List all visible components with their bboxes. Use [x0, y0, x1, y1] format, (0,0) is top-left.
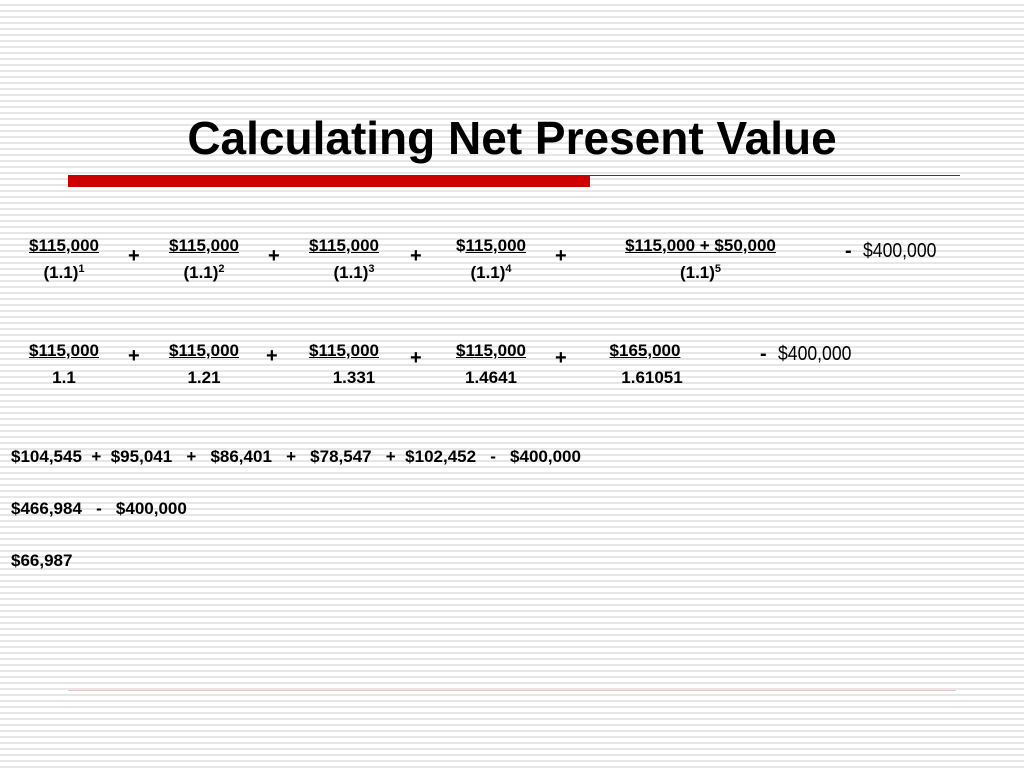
npv-result: $66,987 — [11, 551, 73, 570]
denominator: (1.1)1 — [43, 263, 85, 282]
denominator: 1.61051 — [621, 368, 683, 387]
title-underline-thin — [590, 175, 960, 176]
denominator: 1.4641 — [465, 368, 517, 387]
numerator: $115,000 — [169, 236, 239, 255]
row2-investment: - $400,000 — [760, 343, 852, 365]
row1-term-5: $115,000 + $50,000 (1.1)5 — [586, 235, 815, 284]
row1-term-4: $115,000 (1.1)4 — [438, 235, 544, 284]
row2-term-4: $115,000 1.4641 — [438, 340, 544, 389]
row2-term-5: $165,000 1.61051 — [590, 340, 700, 389]
slide-title: Calculating Net Present Value — [187, 112, 837, 164]
row2-term-3: $115,000 1.331 — [291, 340, 397, 389]
numerator: $115,000 — [169, 341, 239, 360]
denominator: 1.331 — [332, 368, 376, 387]
plus-operator: + — [555, 347, 567, 369]
row2-term-1: $115,000 1.1 — [11, 340, 117, 389]
row1-investment: - $400,000 — [845, 240, 937, 262]
plus-operator: + — [410, 245, 422, 267]
row1-term-1: $115,000 (1.1)1 — [11, 235, 117, 284]
plus-operator: + — [266, 345, 278, 367]
row1-term-2: $115,000 (1.1)2 — [151, 235, 257, 284]
plus-operator: + — [268, 245, 280, 267]
denominator: (1.1)5 — [679, 263, 722, 282]
denominator: (1.1)4 — [470, 263, 512, 282]
plus-operator: + — [128, 245, 140, 267]
numerator: $115,000 — [29, 236, 99, 255]
row2-term-2: $115,000 1.21 — [151, 340, 257, 389]
denominator: (1.1)3 — [333, 263, 375, 282]
numerator: $115,000 — [456, 236, 526, 255]
plus-operator: + — [555, 245, 567, 267]
numerator: $115,000 — [309, 236, 379, 255]
plus-operator: + — [128, 345, 140, 367]
denominator: 1.21 — [187, 368, 221, 387]
plus-operator: + — [410, 347, 422, 369]
numerator: $115,000 + $50,000 — [625, 236, 776, 255]
numerator: $115,000 — [309, 341, 379, 360]
numerator: $115,000 — [29, 341, 99, 360]
total-minus-investment-line: $466,984 - $400,000 — [11, 499, 187, 518]
denominator: 1.1 — [52, 368, 76, 387]
footer-divider — [68, 690, 956, 691]
discounted-values-line: $104,545 + $95,041 + $86,401 + $78,547 +… — [11, 447, 581, 466]
denominator: (1.1)2 — [183, 263, 225, 282]
title-underline-thick — [68, 175, 590, 187]
row1-term-3: $115,000 (1.1)3 — [291, 235, 397, 284]
numerator: $165,000 — [609, 341, 681, 360]
numerator: $115,000 — [456, 341, 526, 360]
